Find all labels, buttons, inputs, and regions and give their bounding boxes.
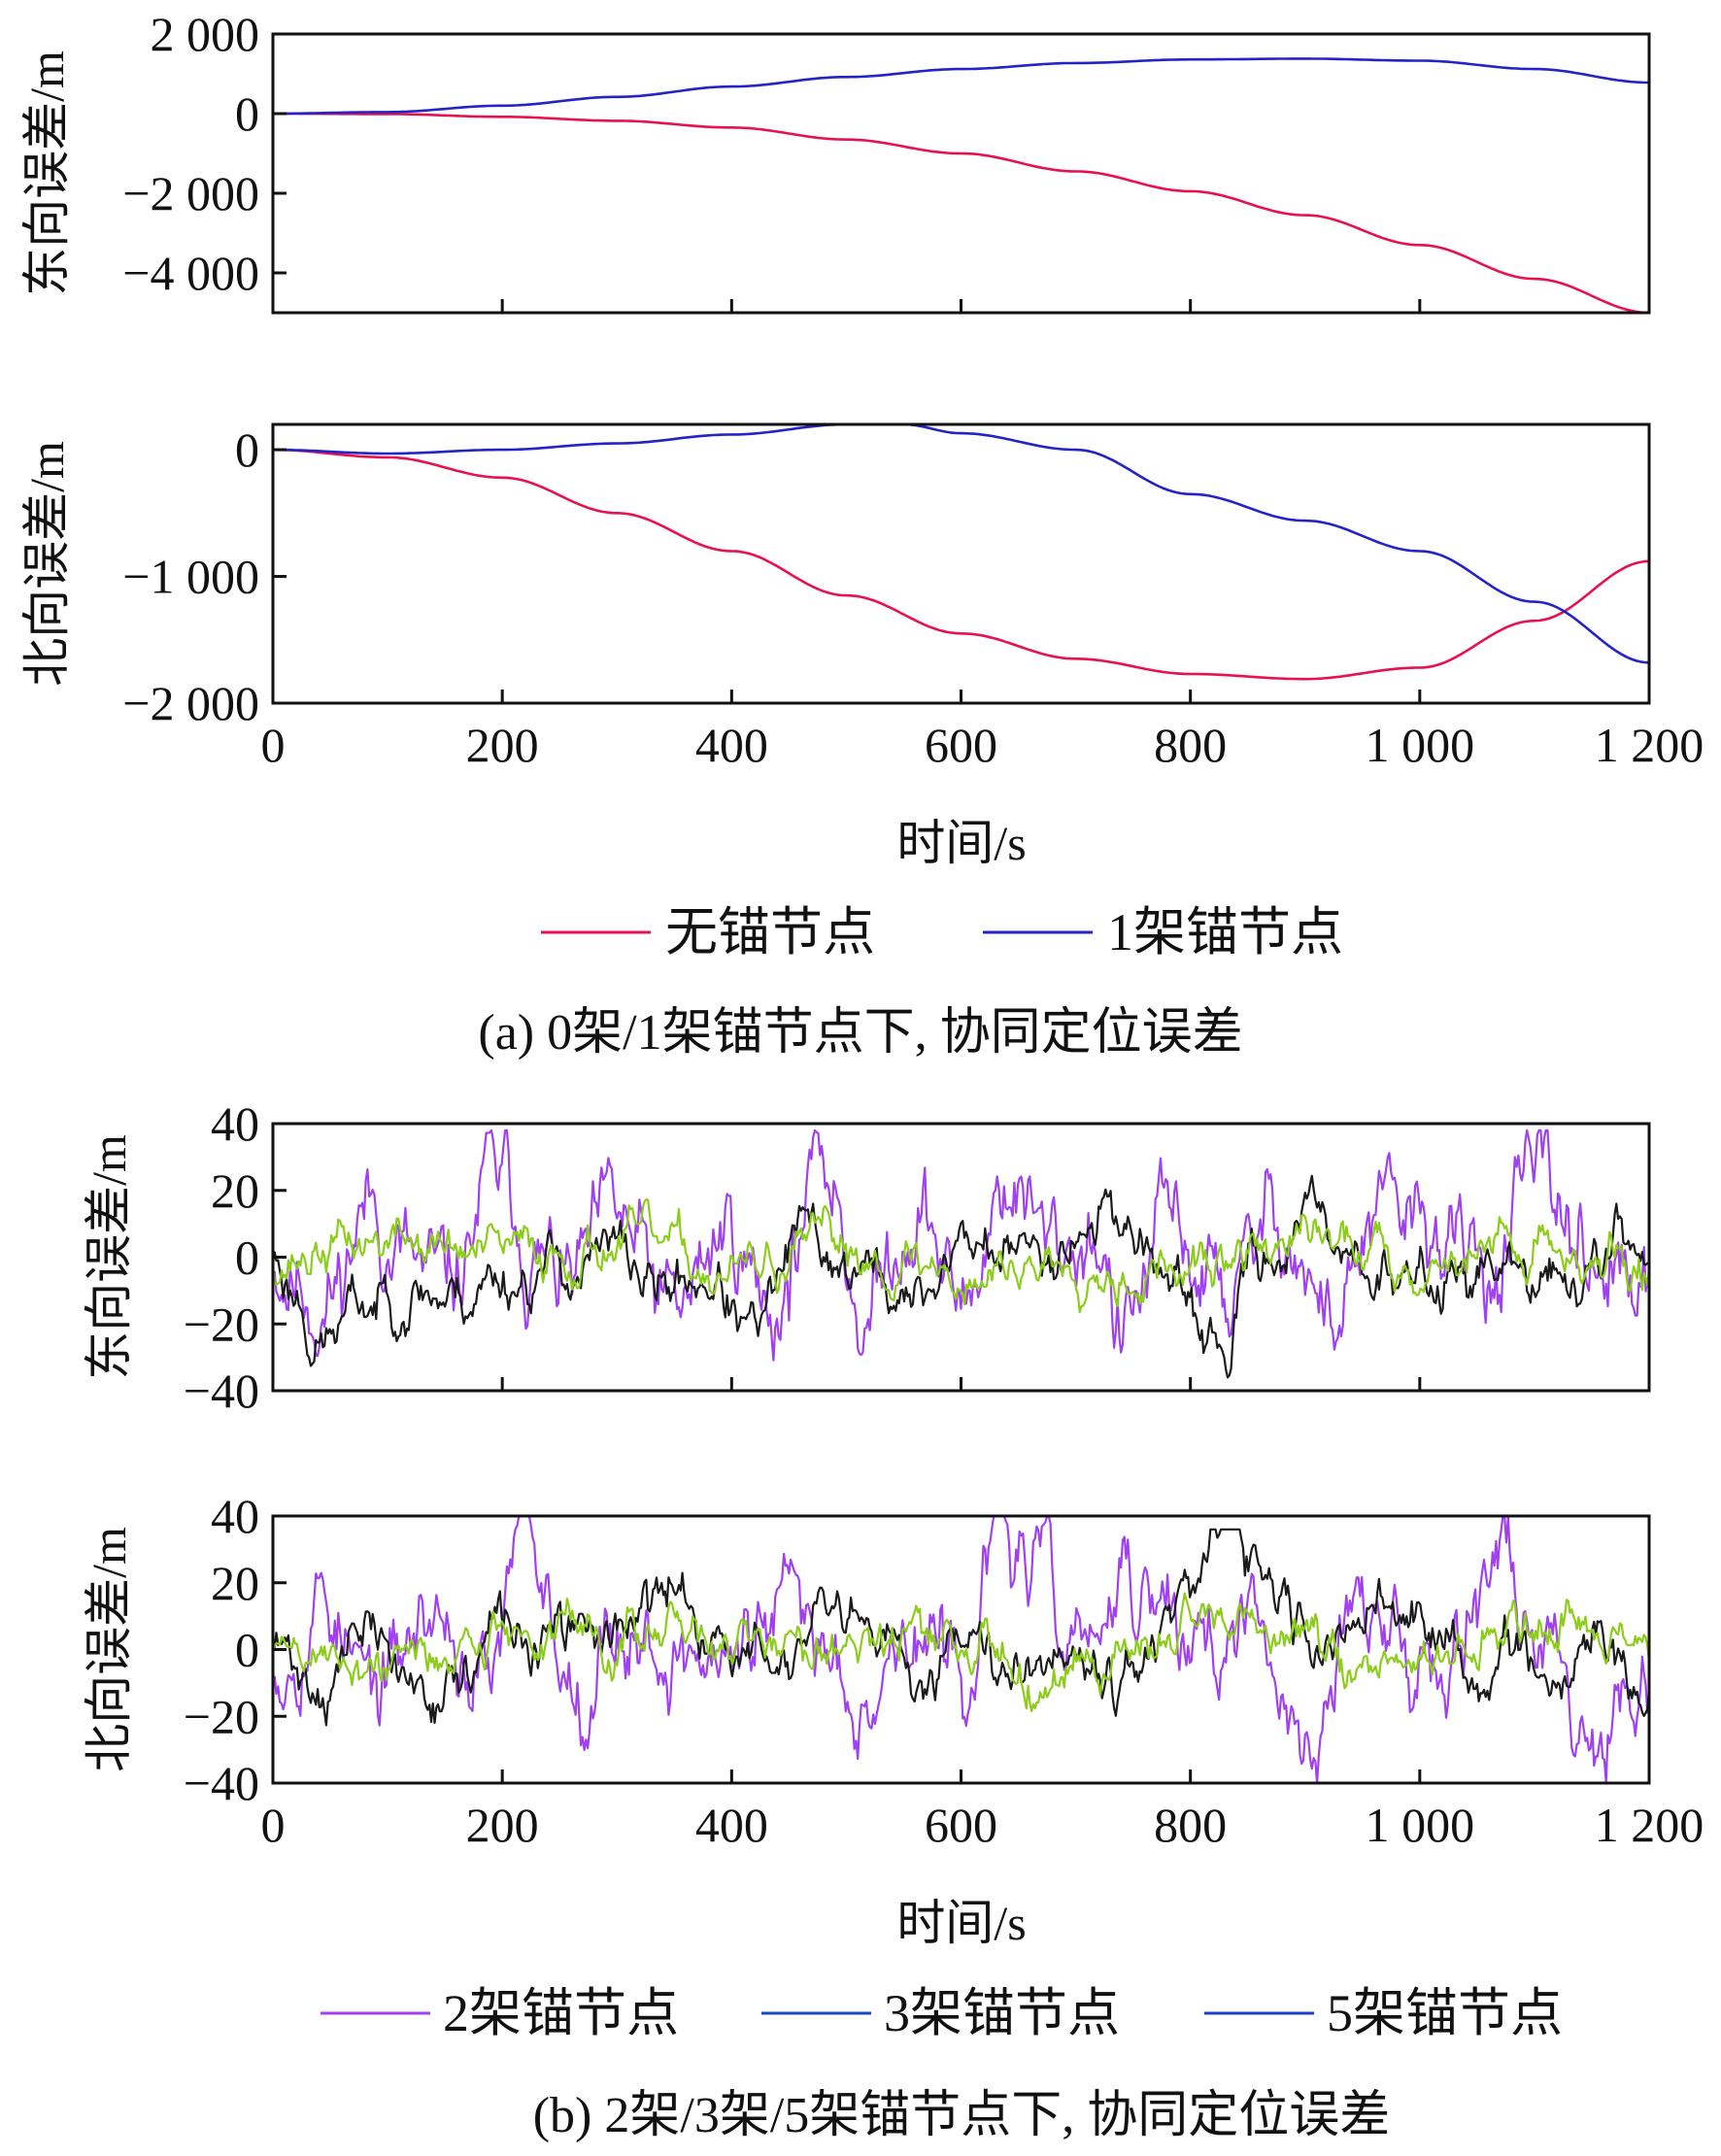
x-axis-label-b: 时间/s [896, 1896, 1026, 1950]
series-line-2 [273, 1174, 1649, 1379]
x-tick-label: 0 [261, 1798, 286, 1852]
legend-b-label-0: 2架锚节点 [443, 1984, 679, 2042]
x-tick-label: 200 [466, 718, 539, 772]
x-tick-label: 600 [925, 1798, 997, 1852]
plot-frame [271, 32, 1651, 315]
caption-a: (a) 0架/1架锚节点下, 协同定位误差 [478, 1005, 1242, 1061]
y-tick-label: 40 [211, 1489, 259, 1543]
y-tick-label: −20 [184, 1689, 259, 1743]
legend-a-label-1: 1架锚节点 [1107, 903, 1343, 961]
y-axis-label: 北向误差/m [19, 441, 74, 687]
x-tick-label: 400 [695, 718, 768, 772]
y-axis-label: 东向误差/m [82, 1134, 136, 1380]
y-tick-label: −40 [184, 1756, 259, 1810]
series-line-1 [273, 112, 1649, 313]
series-group [273, 57, 1649, 313]
x-tick-label: 800 [1154, 718, 1227, 772]
y-tick-label: −20 [184, 1297, 259, 1351]
x-tick-label: 200 [466, 1798, 539, 1852]
x-tick-label: 600 [925, 718, 997, 772]
series-line-2 [273, 57, 1649, 116]
y-tick-label: −2 000 [122, 166, 259, 220]
series-line-1 [273, 1129, 1649, 1362]
y-tick-label: 20 [211, 1163, 259, 1218]
x-tick-label: 400 [695, 1798, 768, 1852]
legend-b-label-2: 5架锚节点 [1327, 1984, 1563, 2042]
y-tick-label: 0 [235, 1623, 259, 1677]
legend-a: 无锚节点 1架锚节点 [541, 903, 1343, 961]
y-tick-label: −2 000 [122, 676, 259, 730]
x-axis-label-a: 时间/s [896, 816, 1026, 870]
x-tick-label: 0 [261, 718, 286, 772]
plot-frame [271, 422, 1651, 705]
panel-a-north-error: 0 200 400 600 800 1 000 1 200 0 −1 000 −2 000 北向误差… [19, 422, 1704, 772]
series-line-3 [273, 1592, 1649, 1713]
y-tick-label: 20 [211, 1556, 259, 1610]
y-axis-label: 北向误差/m [82, 1527, 136, 1772]
series-line-2 [273, 424, 1649, 664]
y-tick-label: 0 [235, 86, 259, 141]
x-tick-label: 1 000 [1366, 718, 1475, 772]
legend-a-label-0: 无锚节点 [665, 903, 875, 961]
plot-frame [271, 1122, 1651, 1393]
x-tick-label: 1 200 [1595, 1798, 1704, 1852]
x-tick-label: 1 000 [1366, 1798, 1475, 1852]
panel-b-east-error: 40 20 0 −20 −40 东向误差/m [82, 1096, 1651, 1418]
y-tick-label: 40 [211, 1096, 259, 1151]
y-axis-label: 东向误差/m [19, 51, 74, 296]
y-tick-label: 0 [235, 1230, 259, 1285]
y-tick-label: 0 [235, 422, 259, 477]
series-group [273, 424, 1649, 681]
series-group [273, 1516, 1649, 1783]
panel-a-east-error: 2 000 0 −2 000 −4 000 东向误差/m [19, 7, 1651, 315]
legend-b: 2架锚节点 3架锚节点 5架锚节点 [321, 1984, 1563, 2042]
series-line-3 [273, 1198, 1649, 1314]
series-line-1 [273, 448, 1649, 681]
x-tick-label: 800 [1154, 1798, 1227, 1852]
legend-b-label-1: 3架锚节点 [884, 1984, 1120, 2042]
y-tick-label: 2 000 [151, 7, 260, 61]
x-tick-label: 1 200 [1595, 718, 1704, 772]
y-tick-label: −40 [184, 1364, 259, 1418]
y-tick-label: −4 000 [122, 246, 259, 300]
series-group [273, 1129, 1649, 1379]
caption-b: (b) 2架/3架/5架锚节点下, 协同定位误差 [533, 2088, 1391, 2143]
y-tick-label: −1 000 [122, 550, 259, 604]
